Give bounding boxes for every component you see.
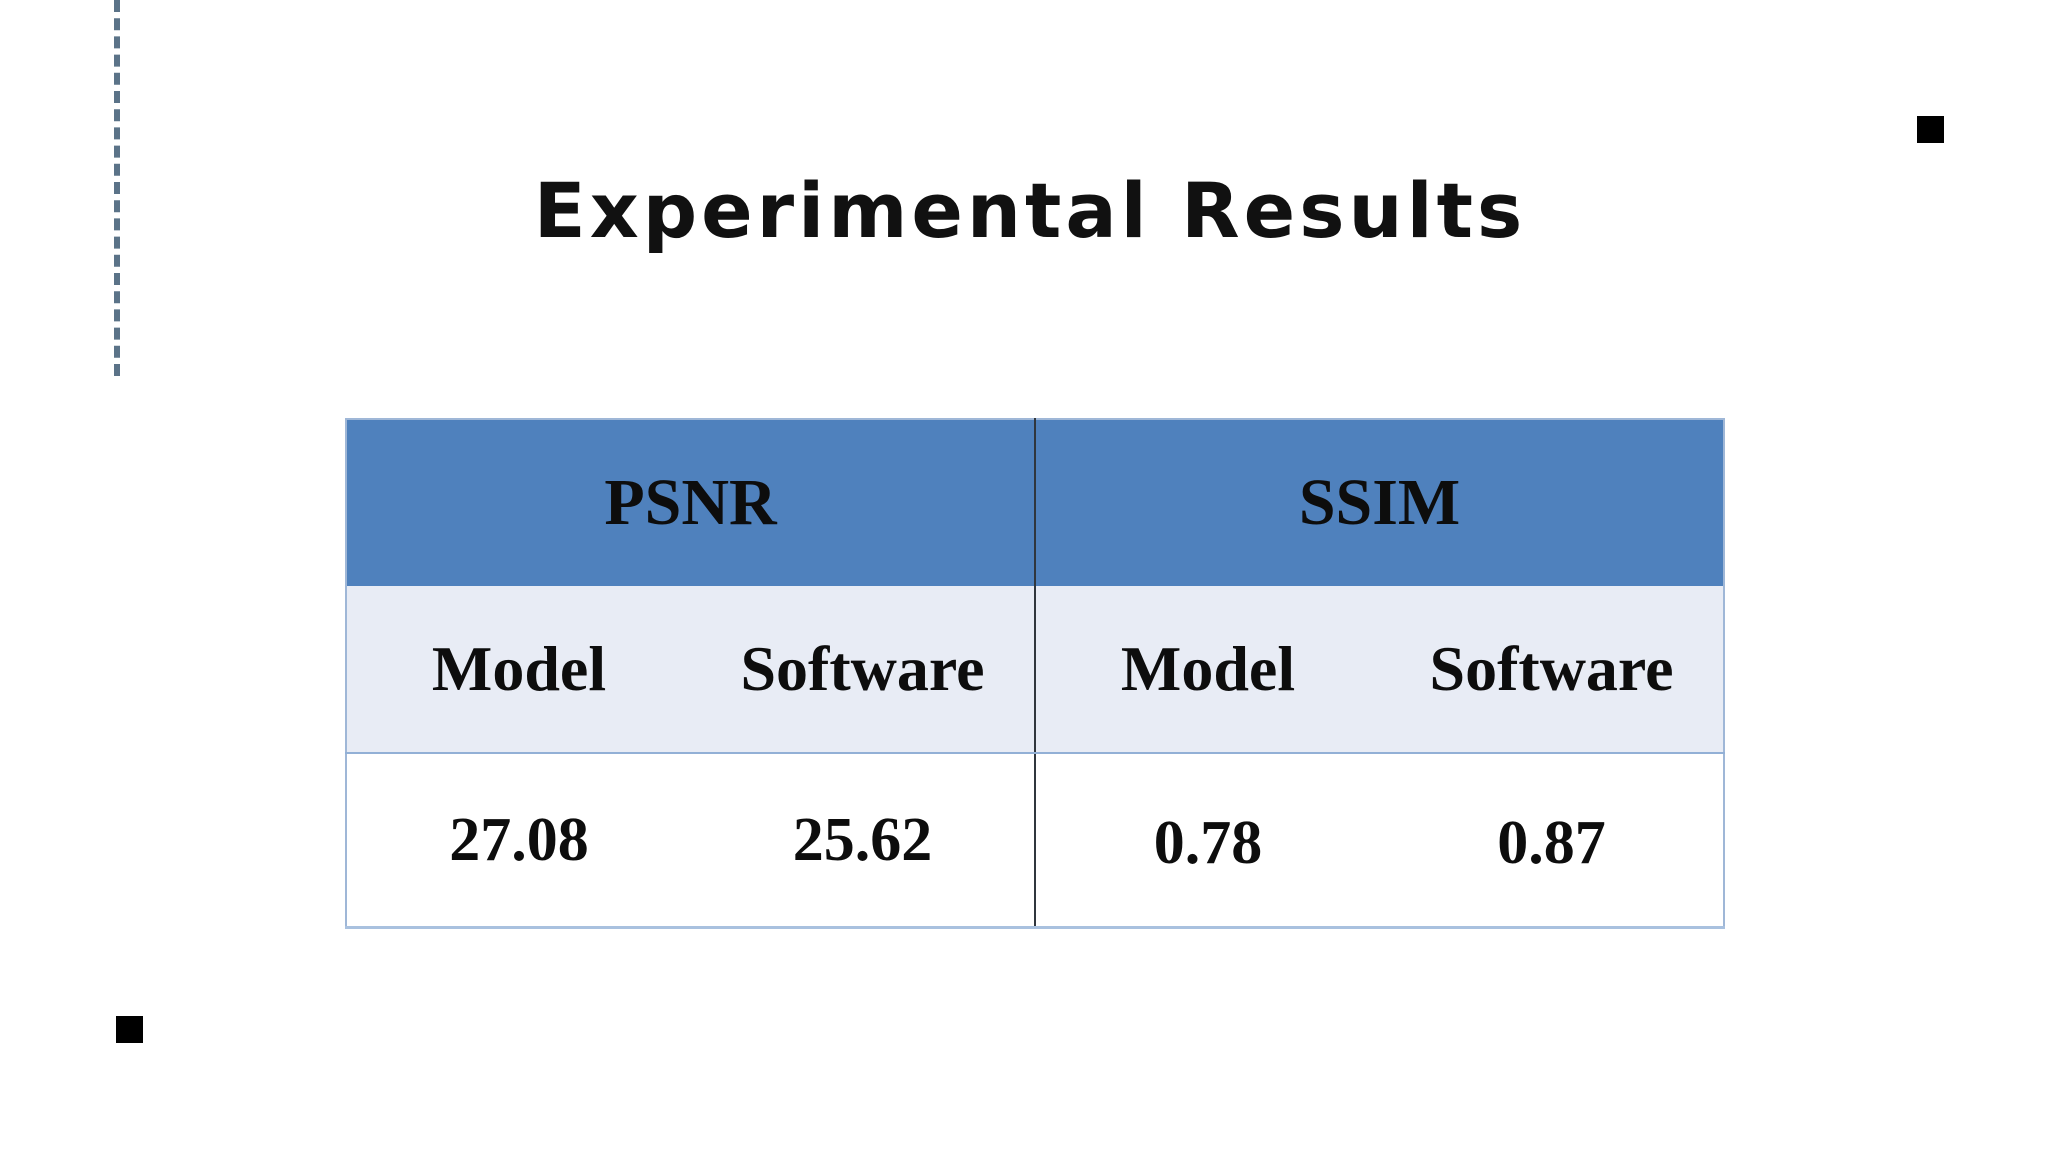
value-ssim-model: 0.78 xyxy=(1035,753,1381,929)
subheader-psnr-model: Model xyxy=(345,586,691,754)
table-subheader-row: Model Software Model Software xyxy=(345,586,1726,754)
square-bullet-bottom-left xyxy=(116,1016,143,1043)
value-psnr-model: 27.08 xyxy=(345,753,691,929)
value-psnr-software: 25.62 xyxy=(691,753,1037,929)
results-table: PSNR SSIM Model Software Model Software … xyxy=(344,418,1726,929)
header-ssim: SSIM xyxy=(1035,418,1726,586)
table-row: 27.08 25.62 0.78 0.87 xyxy=(345,753,1726,929)
dashed-vertical-rule xyxy=(114,0,120,376)
subheader-psnr-software: Software xyxy=(691,586,1037,754)
square-bullet-top-right xyxy=(1917,116,1944,143)
value-ssim-software: 0.87 xyxy=(1380,753,1726,929)
subheader-ssim-software: Software xyxy=(1380,586,1726,754)
header-psnr: PSNR xyxy=(344,418,1037,586)
slide-title: Experimental Results xyxy=(533,166,1527,255)
table-header-row: PSNR SSIM xyxy=(344,418,1726,586)
subheader-ssim-model: Model xyxy=(1035,586,1381,754)
